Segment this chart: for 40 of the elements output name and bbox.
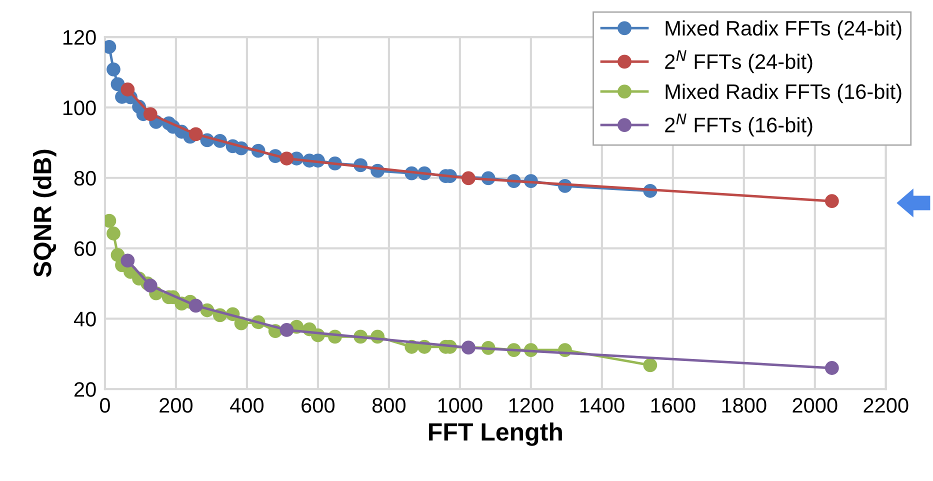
point <box>188 298 203 313</box>
x-tick-label: 2000 <box>792 398 838 413</box>
x-tick-label: 2200 <box>864 398 908 413</box>
point <box>106 62 120 76</box>
point <box>280 152 294 166</box>
x-tick-label: 1800 <box>722 398 766 413</box>
legend-label: Mixed Radix FFTs (24-bit) <box>666 20 902 40</box>
x-tick-label: 1200 <box>509 398 554 413</box>
point <box>120 254 135 268</box>
y-tick-label: 120 <box>63 30 96 45</box>
y-tick-label: 20 <box>74 382 96 397</box>
x-tick-label: 0 <box>100 398 110 413</box>
point <box>120 82 135 96</box>
point <box>188 127 203 142</box>
legend-label: 2$^{N}$ FFTs (24-bit) <box>665 50 812 74</box>
point <box>462 171 476 186</box>
y-tick-label: 60 <box>74 241 96 256</box>
point <box>143 107 158 122</box>
y-tick-label: 80 <box>74 170 96 186</box>
x-tick-label: 200 <box>160 398 193 413</box>
point <box>824 194 839 208</box>
y-tick-label: 40 <box>74 312 96 326</box>
legend-label: Mixed Radix FFTs (16-bit) <box>666 84 902 104</box>
x-tick-label: 800 <box>372 398 406 413</box>
point <box>106 226 120 240</box>
point <box>280 323 294 337</box>
point <box>110 77 125 92</box>
x-axis-title: FFT Length <box>429 422 562 446</box>
legend-label: 2$^{N}$ FFTs (16-bit) <box>665 114 812 137</box>
x-tick-label: 1400 <box>580 398 624 413</box>
x-tick-label: 600 <box>302 398 335 413</box>
point <box>643 358 658 372</box>
y-tick-label: 100 <box>63 100 96 116</box>
y-axis-title: SQNR (dB) <box>33 150 56 277</box>
point <box>462 340 476 355</box>
x-tick-label: 1000 <box>438 398 482 413</box>
point <box>143 278 158 293</box>
point <box>824 361 839 375</box>
x-tick-label: 1600 <box>651 398 696 413</box>
x-tick-label: 400 <box>230 398 264 413</box>
